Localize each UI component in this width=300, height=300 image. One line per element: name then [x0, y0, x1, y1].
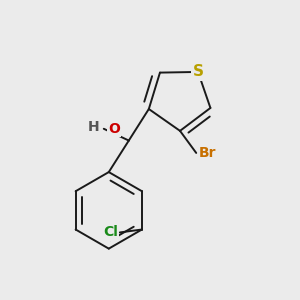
Text: Cl: Cl [103, 225, 118, 239]
Text: H: H [88, 120, 99, 134]
Text: O: O [108, 122, 120, 136]
Text: Br: Br [199, 146, 217, 160]
Text: S: S [193, 64, 203, 80]
